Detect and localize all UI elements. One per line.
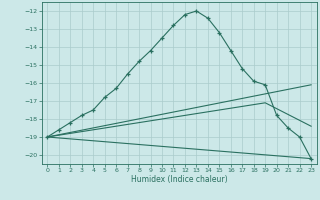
X-axis label: Humidex (Indice chaleur): Humidex (Indice chaleur) — [131, 175, 228, 184]
